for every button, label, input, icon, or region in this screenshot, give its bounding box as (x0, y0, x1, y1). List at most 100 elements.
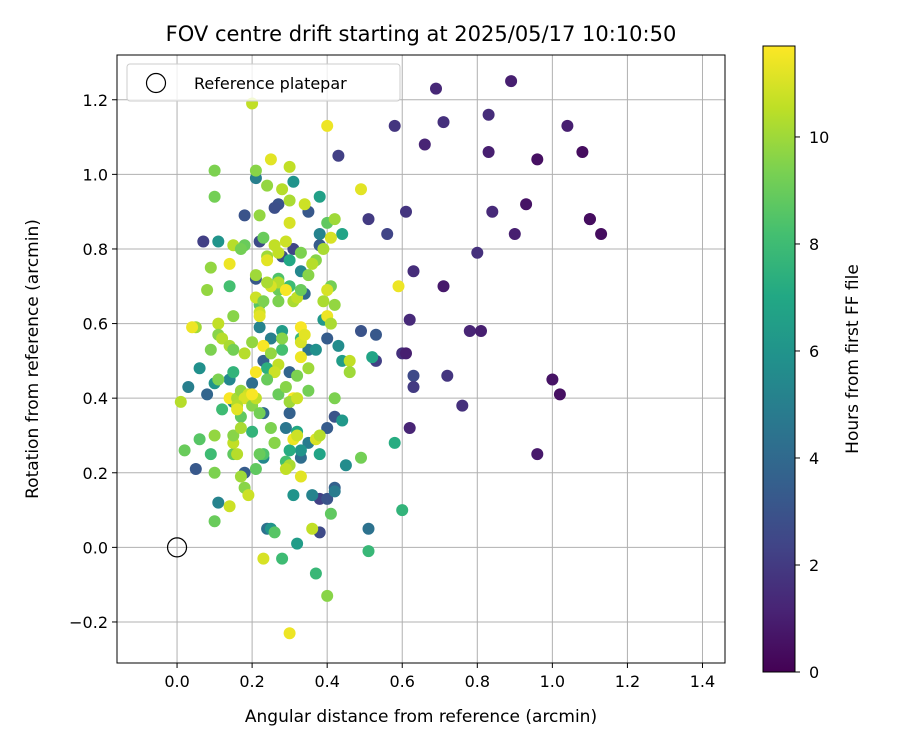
data-point (441, 369, 454, 382)
data-point (475, 325, 487, 337)
data-point (182, 381, 195, 393)
data-point (471, 246, 484, 259)
data-point (343, 354, 356, 367)
data-point (264, 332, 277, 345)
data-point (313, 448, 326, 461)
x-tick-label: 0.0 (164, 672, 189, 691)
data-point (249, 164, 262, 177)
data-point (227, 366, 240, 379)
data-point (339, 459, 352, 472)
data-point (561, 119, 574, 132)
data-point (482, 108, 495, 121)
data-point (309, 343, 322, 356)
legend-box (126, 63, 401, 102)
data-point (231, 403, 244, 416)
data-point (212, 496, 225, 509)
data-point (576, 146, 589, 158)
data-point (407, 369, 420, 382)
data-point (261, 276, 274, 289)
data-point (403, 422, 416, 434)
colorbar-tick-label: 4 (809, 449, 819, 468)
y-tick-label: 0.6 (83, 315, 108, 334)
data-point (238, 209, 251, 222)
data-point (279, 422, 292, 434)
data-point (253, 209, 266, 222)
x-tick-label: 1.0 (540, 672, 565, 691)
data-point (193, 362, 206, 375)
data-point (291, 537, 304, 550)
data-point (355, 183, 367, 196)
data-point (343, 366, 356, 379)
data-point (253, 407, 266, 420)
data-point (294, 444, 307, 457)
data-point (324, 317, 337, 330)
data-point (279, 463, 292, 475)
colorbar-tick-label: 6 (809, 342, 819, 361)
data-point (268, 526, 281, 539)
data-point (366, 351, 379, 364)
data-point (313, 228, 326, 240)
data-point (321, 332, 334, 345)
data-point (317, 295, 330, 308)
data-point (227, 310, 240, 323)
y-tick-label: 0.4 (83, 389, 108, 408)
data-point (313, 429, 326, 442)
data-point (249, 269, 262, 282)
x-tick-label: 0.4 (314, 672, 339, 691)
x-tick-label: 0.2 (239, 672, 264, 691)
data-point (283, 160, 296, 173)
data-point (505, 75, 518, 88)
data-point (283, 407, 296, 420)
data-point (253, 448, 266, 461)
data-point (362, 545, 375, 558)
data-point (279, 284, 292, 296)
y-tick-label: 0.8 (83, 240, 108, 259)
data-point (302, 269, 315, 282)
data-point (294, 284, 307, 296)
reference-marker-layer (166, 537, 188, 558)
data-point (234, 422, 247, 434)
data-point (520, 198, 533, 211)
y-tick-label: 0.2 (83, 464, 108, 483)
data-point (201, 284, 214, 296)
x-axis-label: Angular distance from reference (arcmin) (245, 707, 597, 727)
data-point (208, 515, 221, 528)
data-point (212, 317, 225, 330)
x-axis-ticks: 0.0 0.2 0.4 0.6 0.8 1.0 1.2 1.4 (164, 663, 715, 691)
data-point (249, 366, 262, 379)
data-point (216, 403, 229, 416)
data-point (261, 373, 274, 386)
data-point (208, 164, 221, 177)
x-tick-label: 0.6 (390, 672, 415, 691)
colorbar-tick-label: 10 (809, 128, 829, 147)
data-point (212, 235, 225, 248)
data-point (328, 392, 341, 405)
data-point (257, 231, 270, 244)
data-point (276, 552, 289, 565)
data-point (227, 429, 240, 442)
data-point (381, 228, 394, 240)
data-point (463, 325, 476, 337)
data-point (553, 388, 566, 401)
colorbar-tick-label: 8 (809, 235, 819, 254)
colorbar-ticks: 0 2 4 6 8 10 (795, 128, 829, 682)
plot-area (116, 54, 726, 664)
data-point (193, 433, 206, 446)
data-point (313, 190, 326, 203)
x-tick-label: 1.2 (615, 672, 640, 691)
data-point (336, 414, 349, 427)
data-point (253, 310, 266, 323)
y-tick-label: 1.2 (83, 91, 108, 110)
data-point (306, 522, 319, 535)
data-point (332, 149, 345, 162)
data-point (223, 280, 236, 293)
data-point (294, 351, 307, 364)
data-point (595, 228, 608, 240)
data-point (261, 254, 274, 267)
data-point (283, 194, 296, 207)
data-point (178, 444, 191, 457)
y-tick-label: 1.0 (83, 165, 108, 184)
data-point (287, 489, 300, 502)
data-point (362, 213, 375, 226)
data-point (227, 343, 240, 356)
